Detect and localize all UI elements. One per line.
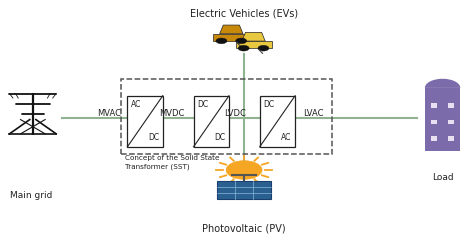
Text: DC: DC <box>148 134 159 143</box>
Bar <box>448 120 454 124</box>
Text: Electric Vehicles (EVs): Electric Vehicles (EVs) <box>190 8 298 18</box>
Text: LVDC: LVDC <box>224 110 246 119</box>
Wedge shape <box>425 79 460 88</box>
Bar <box>193 96 229 147</box>
Bar <box>431 120 437 124</box>
Text: DC: DC <box>197 100 209 109</box>
Text: MVAC: MVAC <box>97 110 121 119</box>
Text: LVAC: LVAC <box>303 110 324 119</box>
Text: Main grid: Main grid <box>10 191 53 200</box>
Bar <box>260 96 295 147</box>
Text: AC: AC <box>131 100 142 109</box>
Bar <box>128 96 163 147</box>
Bar <box>236 41 272 48</box>
Text: DC: DC <box>214 134 225 143</box>
Bar <box>448 136 454 141</box>
Bar <box>448 103 454 108</box>
Bar <box>431 136 437 141</box>
Text: Concept of the Solid State
Transformer (SST): Concept of the Solid State Transformer (… <box>125 155 219 170</box>
Text: Load: Load <box>432 173 454 182</box>
Circle shape <box>216 38 227 44</box>
Text: AC: AC <box>281 134 292 143</box>
Bar <box>213 34 249 41</box>
Circle shape <box>258 45 269 51</box>
Bar <box>431 103 437 108</box>
Bar <box>425 88 460 151</box>
Polygon shape <box>242 32 265 41</box>
Bar <box>217 181 271 199</box>
Text: MVDC: MVDC <box>159 110 184 119</box>
Circle shape <box>238 45 249 51</box>
Circle shape <box>236 38 247 44</box>
Circle shape <box>226 161 262 179</box>
Bar <box>121 79 331 154</box>
Polygon shape <box>219 25 243 34</box>
Text: Photovoltaic (PV): Photovoltaic (PV) <box>202 223 286 233</box>
Text: DC: DC <box>264 100 274 109</box>
